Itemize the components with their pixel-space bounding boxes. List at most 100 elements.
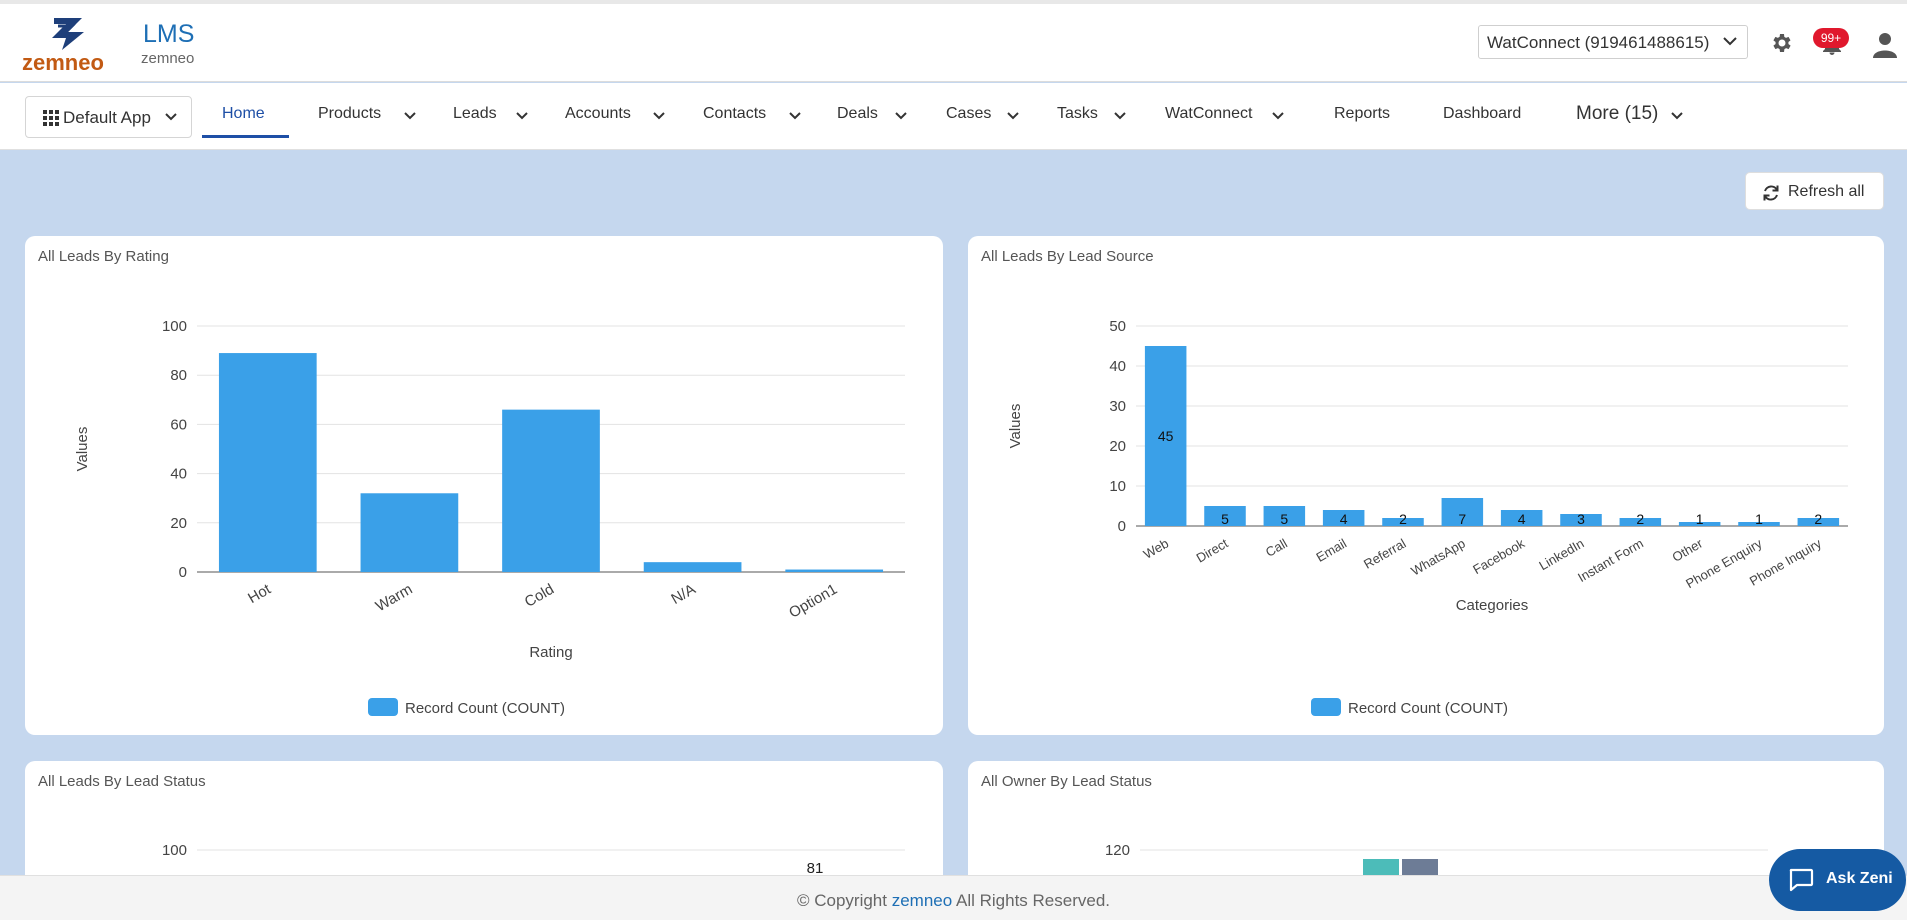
nav-item-contacts[interactable]: Contacts: [703, 105, 801, 123]
nav-item-accounts[interactable]: Accounts: [565, 105, 665, 123]
nav-active-indicator: [202, 135, 289, 138]
refresh-icon: [1763, 185, 1779, 201]
nav-item-label: Dashboard: [1443, 105, 1522, 122]
app-header: zemneo LMS zemneo WatConnect (9194614886…: [0, 4, 1907, 82]
user-icon[interactable]: [1873, 32, 1897, 58]
chart-card-leads-by-rating: All Leads By Rating 0 20 40 60 80 100 Hot Warm C…: [25, 236, 943, 735]
nav-item-products[interactable]: Products: [318, 105, 416, 123]
footer-rights: All Rights Reserved.: [956, 891, 1111, 910]
data-label: 2: [1636, 511, 1644, 527]
chevron-down-icon: [1007, 112, 1019, 120]
x-tick-label: Other: [1670, 535, 1706, 565]
y-tick-label: 30: [1109, 398, 1126, 415]
bar: [785, 569, 884, 572]
nav-item-label: More (15): [1576, 103, 1659, 124]
bar: [1204, 506, 1246, 526]
watconnect-select-value: WatConnect (919461488615): [1487, 33, 1710, 52]
data-label: 45: [1158, 428, 1174, 444]
app-switcher-label: Default App: [63, 108, 151, 127]
data-label: 1: [1696, 511, 1704, 527]
nav-item-watconnect[interactable]: WatConnect: [1165, 105, 1284, 123]
chevron-down-icon: [895, 112, 907, 120]
footer: © Copyright zemneo All Rights Reserved.: [0, 875, 1907, 920]
x-tick-label: Warm: [373, 581, 416, 615]
x-tick-label: Option1: [786, 581, 840, 622]
x-tick-label: Cold: [522, 581, 557, 611]
legend-label: Record Count (COUNT): [405, 700, 565, 717]
data-label: 4: [1340, 511, 1348, 527]
y-tick-label: 50: [1109, 318, 1126, 335]
bar: [1738, 522, 1780, 526]
zemneo-logo[interactable]: zemneo: [22, 16, 122, 74]
bar: [643, 562, 742, 572]
nav-item-cases[interactable]: Cases: [946, 105, 1019, 123]
nav-item-more[interactable]: More (15): [1576, 103, 1683, 125]
chat-icon: [1789, 868, 1814, 892]
nav-item-dashboard[interactable]: Dashboard: [1443, 105, 1521, 123]
y-tick-label: 120: [1105, 842, 1130, 859]
y-tick-label: 100: [162, 842, 187, 859]
footer-brand-link[interactable]: zemneo: [891, 891, 953, 910]
logo-text: zemneo: [22, 50, 104, 74]
y-tick-label: 40: [1109, 358, 1126, 375]
bar: [1619, 518, 1662, 526]
y-tick-label: 0: [179, 564, 187, 581]
nav-item-label: Leads: [453, 105, 497, 122]
x-tick-label: Instant Form: [1575, 536, 1646, 585]
gear-icon[interactable]: [1769, 31, 1793, 55]
nav-item-deals[interactable]: Deals: [837, 105, 907, 123]
data-label: 1: [1755, 511, 1763, 527]
nav-item-label: Contacts: [703, 105, 767, 122]
data-label: 5: [1280, 511, 1288, 527]
chevron-down-icon: [516, 112, 528, 120]
card-title: All Leads By Rating: [38, 248, 169, 265]
y-tick-label: 20: [170, 515, 187, 532]
bar: [1144, 346, 1187, 526]
main-nav: Default App Home Products Leads Accounts…: [0, 83, 1907, 150]
nav-item-label: Deals: [837, 105, 878, 122]
footer-copyright: © Copyright: [796, 891, 887, 910]
bar: [1322, 510, 1365, 526]
watconnect-select[interactable]: WatConnect (919461488615): [1478, 25, 1748, 59]
refresh-all-label: Refresh all: [1788, 183, 1865, 200]
ask-zeni-button[interactable]: Ask Zeni: [1769, 849, 1906, 911]
bar: [1678, 522, 1721, 526]
nav-item-tasks[interactable]: Tasks: [1057, 105, 1126, 123]
chevron-down-icon: [1272, 112, 1284, 120]
chart-leads-by-source: 0 10 20 30 40 50 Web 45 Direct 5 Call 5 Email 4 Referr…: [1007, 318, 1848, 717]
x-axis-label: Rating: [529, 644, 572, 661]
legend-swatch: [1311, 698, 1341, 716]
nav-item-reports[interactable]: Reports: [1334, 105, 1390, 123]
x-tick-label: N/A: [668, 581, 698, 608]
app-subtitle: zemneo: [141, 50, 195, 67]
chart-leads-by-status: 100 81: [162, 842, 905, 877]
x-axis-label: Categories: [1456, 597, 1529, 614]
x-tick-label: WhatsApp: [1408, 536, 1467, 579]
chevron-down-icon: [789, 112, 801, 120]
data-label: 7: [1458, 511, 1466, 527]
nav-item-label: Tasks: [1057, 105, 1098, 122]
card-title: All Owner By Lead Status: [981, 773, 1152, 790]
chevron-down-icon: [653, 112, 665, 120]
refresh-all-button[interactable]: Refresh all: [1745, 172, 1884, 210]
chevron-down-icon: [1114, 112, 1126, 120]
chevron-down-icon: [1671, 112, 1683, 120]
x-tick-label: LinkedIn: [1536, 536, 1586, 574]
x-tick-label: Referral: [1361, 536, 1409, 572]
bar: [1441, 498, 1484, 526]
nav-item-home[interactable]: Home: [222, 105, 265, 123]
chart-card-leads-by-source: All Leads By Lead Source 0 10 20 30 40 50 Web 4…: [968, 236, 1884, 735]
y-tick-label: 80: [170, 367, 187, 384]
bar: [502, 409, 600, 572]
nav-item-label: Accounts: [565, 105, 631, 122]
nav-item-leads[interactable]: Leads: [453, 105, 528, 123]
data-label: 81: [807, 860, 824, 877]
app-switcher-button[interactable]: Default App: [25, 96, 192, 138]
nav-item-label: WatConnect: [1165, 105, 1253, 122]
x-tick-label: Direct: [1194, 535, 1231, 565]
chart-leads-by-rating: 0 20 40 60 80 100 Hot Warm Cold N/A Option1 Rating V…: [74, 318, 905, 717]
x-tick-label: Facebook: [1470, 535, 1527, 577]
data-label: 3: [1577, 511, 1585, 527]
bar: [1560, 514, 1602, 526]
grid-icon: [43, 110, 59, 126]
